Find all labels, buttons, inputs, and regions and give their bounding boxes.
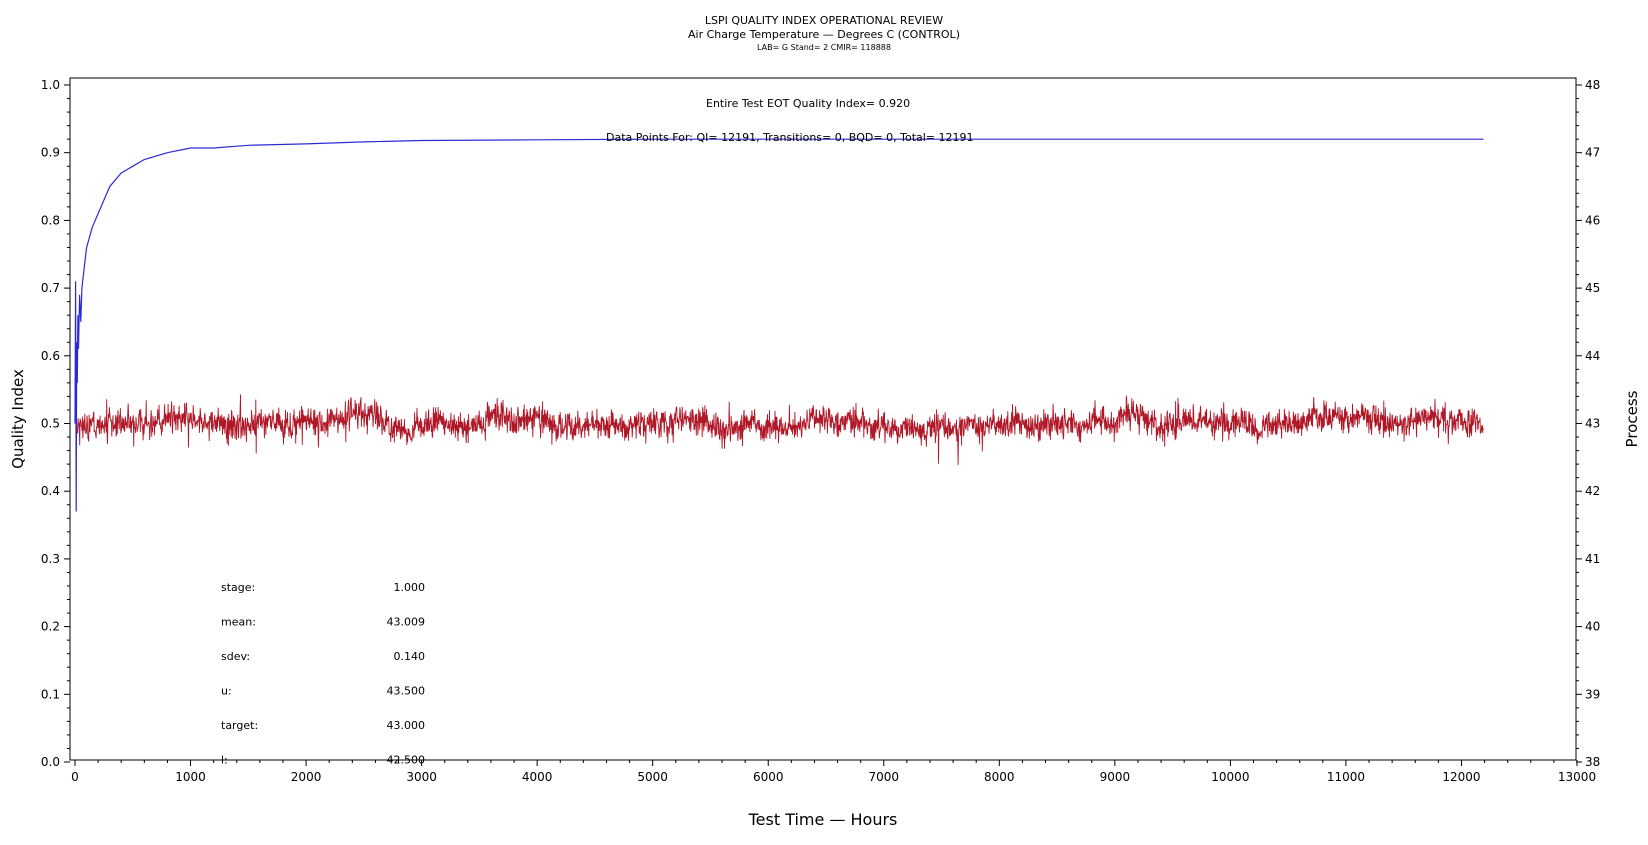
- stats-box: stage: 1.000 mean: 43.009 sdev: 0.140 u: 43.500…: [221, 581, 425, 767]
- y2-tick-label: 48: [1585, 78, 1600, 92]
- x-axis: 0 1000 2000 3000 4000 5000 6000 7000 8000 9000 100…: [71, 760, 1596, 784]
- x-tick-label: 6000: [753, 770, 784, 784]
- y-tick-label: 0.5: [41, 417, 60, 431]
- y-tick-label: 0.0: [41, 755, 60, 769]
- stat-label: sdev:: [221, 650, 250, 663]
- stat-value: 43.000: [387, 719, 426, 732]
- stat-label: u:: [221, 685, 232, 698]
- y2-tick-label: 38: [1585, 755, 1600, 769]
- x-axis-label: Test Time — Hours: [748, 810, 898, 829]
- y2-tick-label: 39: [1585, 687, 1600, 701]
- x-tick-label: 10000: [1211, 770, 1249, 784]
- x-tick-label: 0: [71, 770, 79, 784]
- y2-tick-label: 42: [1585, 484, 1600, 498]
- stat-value: 1.000: [394, 581, 426, 594]
- y-tick-label: 0.6: [41, 349, 60, 363]
- plot-frame: [69, 77, 1577, 761]
- y2-tick-label: 40: [1585, 620, 1600, 634]
- x-tick-label: 7000: [868, 770, 899, 784]
- stat-value: 42.500: [387, 754, 426, 767]
- y2-tick-label: 46: [1585, 213, 1600, 227]
- stat-value: 0.140: [394, 650, 426, 663]
- annotation-quality-index: Entire Test EOT Quality Index= 0.920: [706, 97, 910, 110]
- y-tick-label: 0.9: [41, 146, 60, 160]
- chart-info-line: LAB= G Stand= 2 CMIR= 118888: [757, 43, 891, 52]
- y-tick-label: 0.4: [41, 484, 60, 498]
- x-tick-label: 3000: [406, 770, 437, 784]
- y2-tick-label: 43: [1585, 417, 1600, 431]
- y2-axis-label: Process: [1623, 390, 1641, 447]
- y2-tick-label: 41: [1585, 552, 1600, 566]
- y2-tick-label: 44: [1585, 349, 1600, 363]
- stat-value: 43.009: [387, 616, 426, 629]
- x-tick-label: 4000: [522, 770, 553, 784]
- y-tick-label: 1.0: [41, 78, 60, 92]
- left-axis: 0.0 0.1 0.2 0.3 0.4 0.5 0.6 0.7 0.8 0.9 1.0: [41, 78, 70, 769]
- y-axis-label: Quality Index: [9, 369, 27, 469]
- right-axis: 38 39 40 41 42 43 44 45 46 47 48: [1576, 78, 1600, 769]
- x-tick-label: 5000: [637, 770, 668, 784]
- stat-value: 43.500: [387, 685, 426, 698]
- y-tick-label: 0.2: [41, 620, 60, 634]
- stat-label: target:: [221, 719, 258, 732]
- quality-index-series-line: [74, 138, 1484, 512]
- chart-subtitle: Air Charge Temperature — Degrees C (CONT…: [688, 28, 960, 41]
- y-tick-label: 0.8: [41, 213, 60, 227]
- stat-label: l:: [221, 754, 228, 767]
- chart-title: LSPI QUALITY INDEX OPERATIONAL REVIEW: [704, 14, 944, 27]
- x-tick-label: 13000: [1558, 770, 1596, 784]
- x-tick-label: 9000: [1100, 770, 1131, 784]
- process-series-line: [74, 394, 1484, 466]
- stat-label: mean:: [221, 616, 256, 629]
- stat-label: stage:: [221, 581, 255, 594]
- x-tick-label: 1000: [175, 770, 206, 784]
- x-tick-label: 12000: [1442, 770, 1480, 784]
- y2-tick-label: 45: [1585, 281, 1600, 295]
- x-tick-label: 8000: [984, 770, 1015, 784]
- x-tick-label: 2000: [291, 770, 322, 784]
- y-tick-label: 0.1: [41, 687, 60, 701]
- x-tick-label: 11000: [1327, 770, 1365, 784]
- annotation-data-points: Data Points For: QI= 12191, Transitions=…: [606, 131, 974, 144]
- y-tick-label: 0.3: [41, 552, 60, 566]
- y-tick-label: 0.7: [41, 281, 60, 295]
- y2-tick-label: 47: [1585, 146, 1600, 160]
